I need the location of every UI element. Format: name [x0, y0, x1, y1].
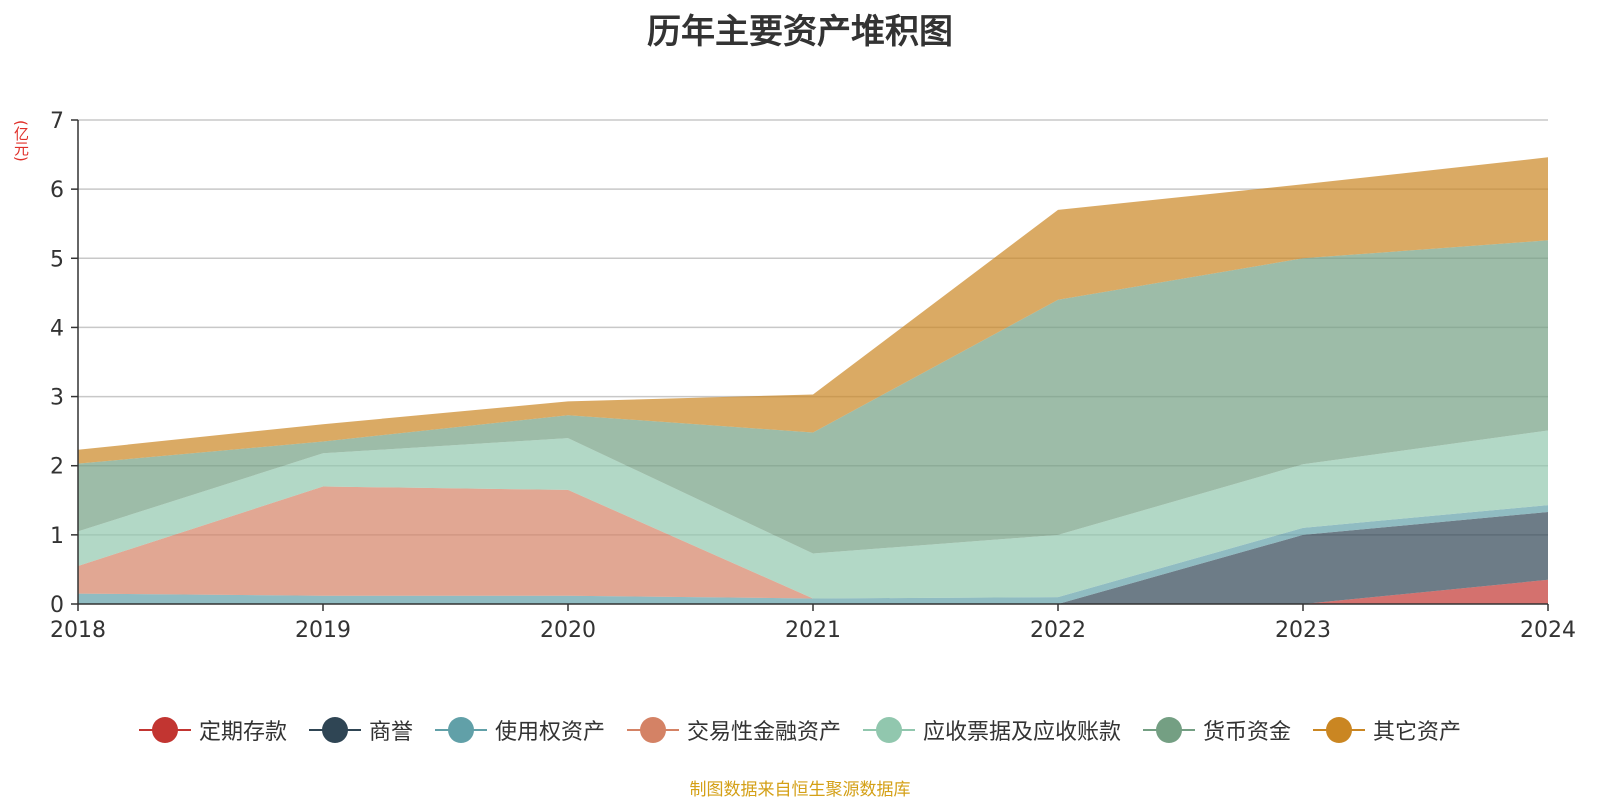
- legend-label: 使用权资产: [494, 720, 605, 745]
- y-tick-label: 0: [50, 593, 64, 618]
- y-tick-label: 2: [50, 455, 64, 480]
- legend: 定期存款 商誉 使用权资产 交易性金融资产 应收票据及应收账款 货币资金 其它资产: [0, 714, 1600, 746]
- legend-marker-icon: [626, 717, 679, 743]
- area-定期存款: [78, 579, 1548, 604]
- y-tick-label: 4: [50, 316, 64, 341]
- area-应收票据及应收账款: [78, 430, 1548, 599]
- chart-title: 历年主要资产堆积图: [647, 12, 953, 52]
- legend-item[interactable]: 商誉: [308, 714, 413, 746]
- legend-item[interactable]: 应收票据及应收账款: [863, 714, 1121, 746]
- legend-marker-icon: [138, 717, 191, 743]
- legend-label: 商誉: [368, 720, 413, 745]
- y-tick-label: 5: [50, 247, 64, 272]
- area-series: [78, 157, 1548, 604]
- x-tick-label: 2019: [295, 618, 351, 643]
- x-tick-label: 2024: [1520, 618, 1576, 643]
- y-tick-label: 3: [50, 386, 64, 411]
- legend-label: 货币资金: [1203, 720, 1292, 745]
- data-source-note: 制图数据来自恒生聚源数据库: [689, 780, 911, 800]
- tick-labels: 0 1 2 3 4 5 6 7 2018 2019 2020 2021 2022 2023 2024: [50, 109, 1576, 643]
- x-tick-label: 2020: [540, 618, 596, 643]
- y-tick-label: 1: [50, 524, 64, 549]
- legend-marker-icon: [863, 717, 915, 743]
- area-交易性金融资产: [78, 486, 1548, 599]
- y-tick-label: 6: [50, 178, 64, 203]
- x-tick-label: 2018: [50, 618, 106, 643]
- area-货币资金: [78, 240, 1548, 554]
- x-tick-label: 2021: [785, 618, 841, 643]
- legend-label: 其它资产: [1373, 720, 1462, 745]
- legend-label: 交易性金融资产: [686, 720, 841, 745]
- legend-item[interactable]: 交易性金融资产: [626, 714, 841, 746]
- legend-item[interactable]: 定期存款: [138, 714, 287, 746]
- legend-item[interactable]: 使用权资产: [434, 714, 605, 746]
- legend-marker-icon: [1313, 717, 1366, 743]
- legend-label: 定期存款: [198, 720, 287, 745]
- legend-marker-icon: [1143, 717, 1196, 743]
- legend-marker-icon: [434, 717, 487, 743]
- axes: [71, 119, 1549, 611]
- legend-marker-icon: [308, 717, 361, 743]
- y-axis-unit-label: (亿元): [12, 120, 30, 162]
- legend-label: 应收票据及应收账款: [923, 720, 1122, 745]
- legend-item[interactable]: 其它资产: [1313, 714, 1461, 746]
- y-tick-label: 7: [50, 109, 64, 134]
- area-其它资产: [78, 157, 1548, 464]
- area-商誉: [78, 512, 1548, 604]
- x-tick-label: 2023: [1275, 618, 1331, 643]
- legend-item[interactable]: 货币资金: [1143, 714, 1291, 746]
- x-tick-label: 2022: [1030, 618, 1086, 643]
- stacked-area-chart: 0 1 2 3 4 5 6 7 2018 2019 2020 2021 2022 2023 2024: [50, 109, 1576, 643]
